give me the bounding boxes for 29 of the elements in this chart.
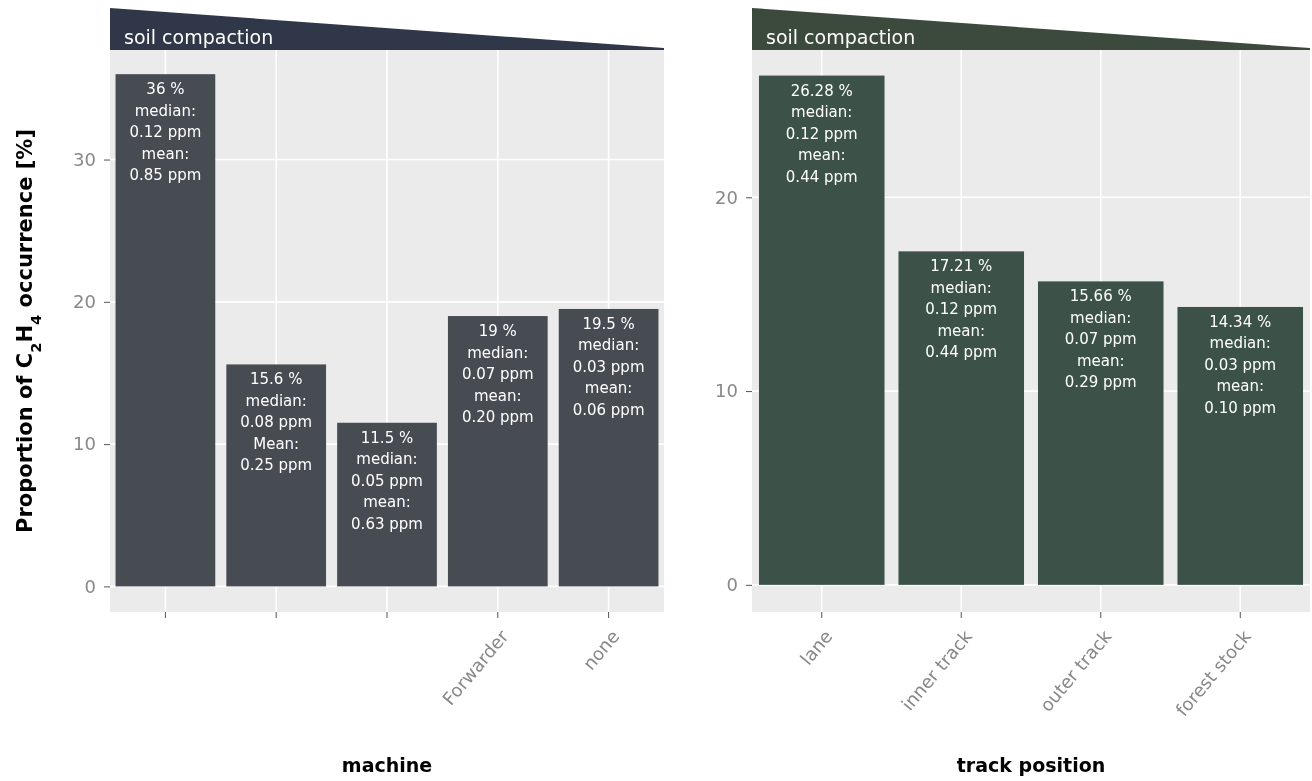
data-label: 14.34 % median: 0.03 ppm mean: 0.10 ppm — [1204, 312, 1277, 417]
bar — [226, 364, 327, 587]
data-label: 26.28 % median: 0.12 ppm mean: 0.44 ppm — [785, 81, 858, 186]
data-label: 11.5 % median: 0.05 ppm mean: 0.63 ppm — [351, 428, 423, 533]
y-tick-label: 10 — [73, 433, 96, 455]
data-label: 15.6 % median: 0.08 ppm Mean: 0.25 ppm — [240, 370, 313, 475]
x-axis-title: track position — [956, 754, 1106, 776]
bar — [1037, 281, 1164, 585]
y-tick-label: 20 — [73, 291, 96, 313]
bar — [558, 308, 659, 587]
y-tick-label: 10 — [715, 380, 738, 402]
y-tick-label: 0 — [84, 575, 96, 597]
bar — [115, 74, 216, 587]
data-label: 15.66 % median: 0.07 ppm mean: 0.29 ppm — [1064, 287, 1137, 392]
data-label: 36 % median: 0.12 ppm mean: 0.85 ppm — [129, 80, 202, 185]
y-tick-label: 30 — [73, 148, 96, 170]
bar — [337, 422, 437, 587]
data-label: 19 % median: 0.07 ppm mean: 0.20 ppm — [461, 322, 534, 427]
bar — [758, 75, 885, 585]
y-tick-label: 0 — [726, 574, 738, 596]
y-tick-label: 20 — [715, 186, 738, 208]
bar — [447, 316, 548, 587]
chart-title: soil compaction — [766, 26, 916, 48]
bar — [1177, 306, 1304, 585]
data-label: 19.5 % median: 0.03 ppm mean: 0.06 ppm — [572, 314, 645, 419]
chart-title: soil compaction — [124, 26, 274, 48]
data-label: 17.21 % median: 0.12 ppm mean: 0.44 ppm — [925, 257, 998, 362]
bar — [898, 251, 1025, 585]
x-axis-title: machine — [341, 754, 433, 776]
